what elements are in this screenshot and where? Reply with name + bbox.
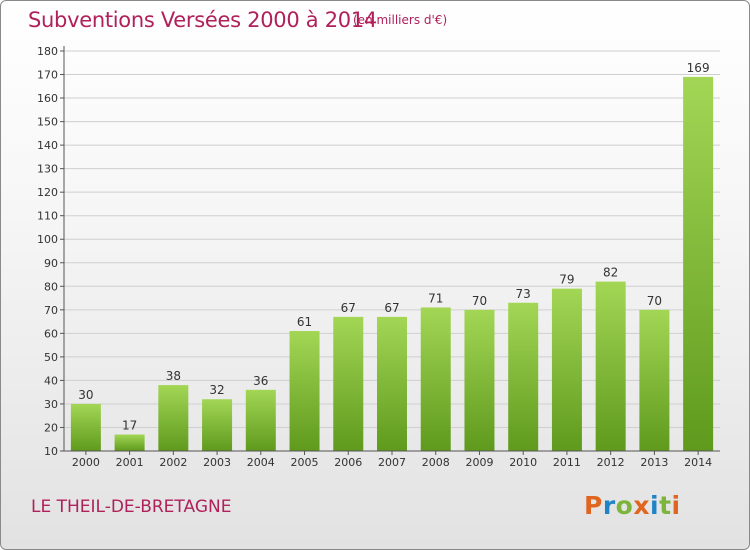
x-tick-label: 2000 <box>72 456 100 469</box>
x-tick-label: 2011 <box>553 456 581 469</box>
x-tick-label: 2008 <box>422 456 450 469</box>
x-tick-label: 2013 <box>640 456 668 469</box>
bar-2007 <box>377 316 407 451</box>
data-label: 36 <box>253 374 268 388</box>
bar-2006 <box>333 316 364 451</box>
bar-2011 <box>551 288 582 451</box>
logo-letter: r <box>602 491 616 520</box>
x-tick-label: 2009 <box>465 456 493 469</box>
y-tick-label: 50 <box>44 351 58 364</box>
data-label: 38 <box>166 369 181 383</box>
y-tick-label: 70 <box>44 304 58 317</box>
logo-letter: o <box>615 491 634 520</box>
bar-2012 <box>595 281 626 451</box>
y-tick-label: 20 <box>44 421 58 434</box>
bar-2001 <box>114 434 145 451</box>
data-label: 17 <box>122 419 137 433</box>
data-label: 79 <box>559 273 574 287</box>
y-tick-label: 170 <box>37 69 58 82</box>
x-tick-label: 2005 <box>291 456 319 469</box>
x-tick-label: 2003 <box>203 456 231 469</box>
y-tick-label: 150 <box>37 116 58 129</box>
bars <box>70 76 714 451</box>
logo-letter: i <box>671 491 681 520</box>
x-tick-label: 2014 <box>684 456 712 469</box>
bar-2002 <box>158 385 189 451</box>
bar-2010 <box>508 302 539 451</box>
x-tick-label: 2004 <box>247 456 275 469</box>
y-tick-label: 140 <box>37 139 58 152</box>
data-label: 67 <box>341 301 356 315</box>
town-name: LE THEIL-DE-BRETAGNE <box>31 497 232 517</box>
proxiti-logo: Proxiti <box>584 491 681 520</box>
axes: 10 20 30 40 50 60 70 80 90 100 110 120 130 140 150 160 1… <box>37 45 720 469</box>
bar-2005 <box>289 331 320 451</box>
data-label: 71 <box>428 291 443 305</box>
logo-letter: i <box>650 491 660 520</box>
data-label: 73 <box>516 287 531 301</box>
chart-subtitle: (en milliers d'€) <box>353 13 448 27</box>
y-tick-label: 130 <box>37 163 58 176</box>
y-tick-label: 100 <box>37 233 58 246</box>
data-labels: 30 17 38 32 36 61 67 67 71 70 73 79 82 70 169 <box>78 61 709 433</box>
bar-2014 <box>683 76 714 451</box>
data-label: 61 <box>297 315 312 329</box>
data-label: 30 <box>78 388 93 402</box>
data-label: 70 <box>472 294 487 308</box>
bar-2009 <box>464 309 495 451</box>
data-label: 70 <box>647 294 662 308</box>
y-tick-label: 30 <box>44 398 58 411</box>
x-tick-label: 2010 <box>509 456 537 469</box>
y-tick-label: 90 <box>44 257 58 270</box>
data-label: 67 <box>384 301 399 315</box>
data-label: 169 <box>687 61 710 75</box>
y-tick-label: 160 <box>37 92 58 105</box>
x-tick-label: 2007 <box>378 456 406 469</box>
logo-letter: t <box>659 491 672 520</box>
bar-2000 <box>70 403 101 451</box>
data-label: 32 <box>209 383 224 397</box>
data-label: 82 <box>603 266 618 280</box>
x-tick-label: 2001 <box>116 456 144 469</box>
logo-letter: P <box>584 491 603 520</box>
y-tick-label: 110 <box>37 210 58 223</box>
logo-letter: x <box>633 491 650 520</box>
bar-2013 <box>639 309 670 451</box>
x-tick-label: 2006 <box>334 456 362 469</box>
y-tick-label: 60 <box>44 327 58 340</box>
y-tick-label: 180 <box>37 45 58 58</box>
chart-title: Subventions Versées 2000 à 2014 <box>28 8 377 32</box>
x-tick-label: 2012 <box>597 456 625 469</box>
y-tick-label: 10 <box>44 445 58 458</box>
y-tick-label: 120 <box>37 186 58 199</box>
y-tick-label: 40 <box>44 374 58 387</box>
y-tick-label: 80 <box>44 280 58 293</box>
x-tick-label: 2002 <box>159 456 187 469</box>
bar-2004 <box>245 389 276 451</box>
bar-2003 <box>202 399 233 451</box>
bar-2008 <box>420 307 451 451</box>
